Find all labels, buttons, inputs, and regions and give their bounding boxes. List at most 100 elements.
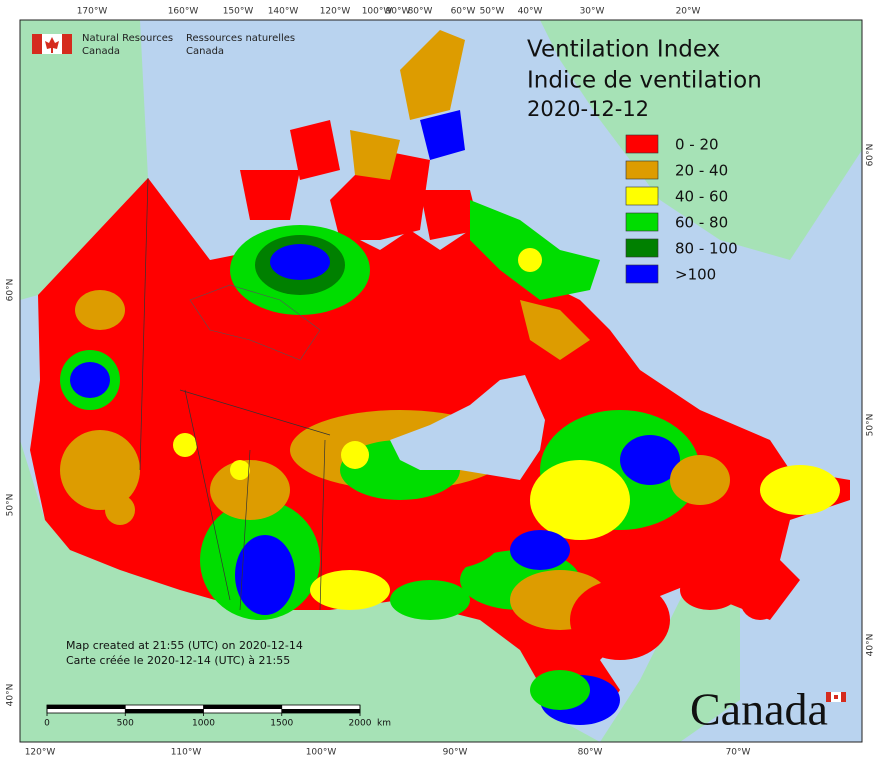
maple-leaf: [45, 37, 59, 53]
legend-swatch: [625, 238, 659, 258]
contour-area: [230, 460, 250, 480]
graticule-label: 50°N: [866, 414, 876, 437]
contour-area: [270, 244, 330, 280]
graticule-label: 40°W: [518, 7, 543, 17]
agency-en: Canada: [82, 46, 120, 57]
border: [239, 449, 251, 611]
legend-label: 40 - 60: [675, 188, 728, 206]
graticule-label: 40°N: [866, 634, 876, 657]
frame: [19, 19, 863, 743]
legend-label: >100: [675, 266, 716, 284]
graticule-label: 70°W: [726, 748, 751, 758]
contour-area: [310, 570, 390, 610]
legend: 0 - 20 20 - 40 40 - 60 60 - 80 80 - 100 >100: [625, 134, 738, 284]
contour-area: [670, 455, 730, 505]
scale-label: 1500: [270, 719, 293, 729]
contour-area: [105, 495, 135, 525]
graticule-label: 30°W: [580, 7, 605, 17]
contour-area: [330, 150, 430, 240]
contour-area: [235, 535, 295, 615]
contour-area: [350, 130, 400, 180]
agency-fr: Ressources naturelles: [186, 33, 295, 44]
contour-area: [210, 460, 290, 520]
contour-area: [510, 530, 570, 570]
contour-area: [518, 248, 542, 272]
scale-unit: km: [377, 719, 391, 729]
alaska: [20, 20, 148, 300]
graticule-label: 100°W: [362, 7, 393, 17]
graticule-label: 170°W: [77, 7, 108, 17]
flag-bar: [62, 34, 72, 54]
contour-area: [530, 460, 630, 540]
legend-swatch: [625, 212, 659, 232]
border: [139, 177, 149, 471]
graticule-label: 120°W: [25, 748, 56, 758]
maple-leaf: [834, 695, 838, 699]
wordmark: Canada: [690, 684, 828, 735]
contour-area: [680, 570, 740, 610]
legend-swatch: [625, 160, 659, 180]
legend-label: 0 - 20: [675, 136, 719, 154]
contour-area: [740, 580, 780, 620]
flag-bar: [826, 692, 831, 702]
graticule-label: 80°W: [578, 748, 603, 758]
scale-bar: 0 500 1000 1500 2000 km: [44, 704, 391, 729]
map: [19, 19, 863, 743]
graticule-label: 60°N: [6, 279, 16, 302]
contour-area: [75, 290, 125, 330]
note: Map created at 21:55 (UTC) on 2020-12-14: [66, 639, 303, 652]
graticule-label: 140°W: [268, 7, 299, 17]
legend-swatch: [625, 186, 659, 206]
legend-swatch: [625, 134, 659, 154]
hudson-bay: [390, 375, 545, 480]
contour-area: [173, 433, 197, 457]
scale-segment: [281, 709, 360, 713]
graticule-label: 90°W: [386, 7, 411, 17]
graticule: 170°W 160°W 150°W 140°W 120°W 100°W90°W80°W 60…: [6, 7, 876, 758]
title: Ventilation Index: [527, 37, 720, 63]
contour-area: [290, 120, 340, 180]
graticule-label: 20°W: [676, 7, 701, 17]
contour-area: [620, 435, 680, 485]
usa: [20, 440, 600, 742]
border: [189, 284, 321, 361]
scale-segment: [47, 705, 126, 709]
border: [184, 389, 231, 601]
graticule-label: 120°W: [320, 7, 351, 17]
border: [179, 389, 331, 436]
graticule-label: 40°N: [6, 684, 16, 707]
scale-label: 500: [117, 719, 134, 729]
graticule-label: 160°W: [168, 7, 199, 17]
contour-area: [240, 170, 300, 220]
scale-label: 1000: [192, 719, 215, 729]
graticule-label: 50°W: [480, 7, 505, 17]
scale-segment: [125, 709, 204, 713]
contour-area: [341, 441, 369, 469]
contour-area: [70, 362, 110, 398]
flag-bar: [32, 34, 42, 54]
contour-area: [420, 190, 480, 240]
graticule-label: 60°N: [866, 144, 876, 167]
graticule-label: 90°W: [443, 748, 468, 758]
scale-label: 0: [44, 719, 50, 729]
contour-area: [400, 30, 465, 120]
contour-area: [530, 670, 590, 710]
contour-area: [60, 430, 140, 510]
scale-segment: [203, 705, 282, 709]
agency-en: Natural Resources: [82, 33, 173, 44]
contour-area: [380, 510, 500, 570]
legend-swatch: [625, 264, 659, 284]
border: [319, 439, 326, 611]
greenland: [540, 20, 862, 260]
contour-area: [570, 580, 670, 660]
title: Indice de ventilation: [527, 68, 762, 94]
graticule-label: 60°W: [451, 7, 476, 17]
contour-area: [420, 110, 465, 160]
date: 2020-12-12: [527, 97, 649, 121]
legend-label: 20 - 40: [675, 162, 728, 180]
note: Carte créée le 2020-12-14 (UTC) à 21:55: [66, 654, 290, 667]
graticule-label: 110°W: [171, 748, 202, 758]
flag-bar: [841, 692, 846, 702]
agency-fr: Canada: [186, 46, 224, 57]
